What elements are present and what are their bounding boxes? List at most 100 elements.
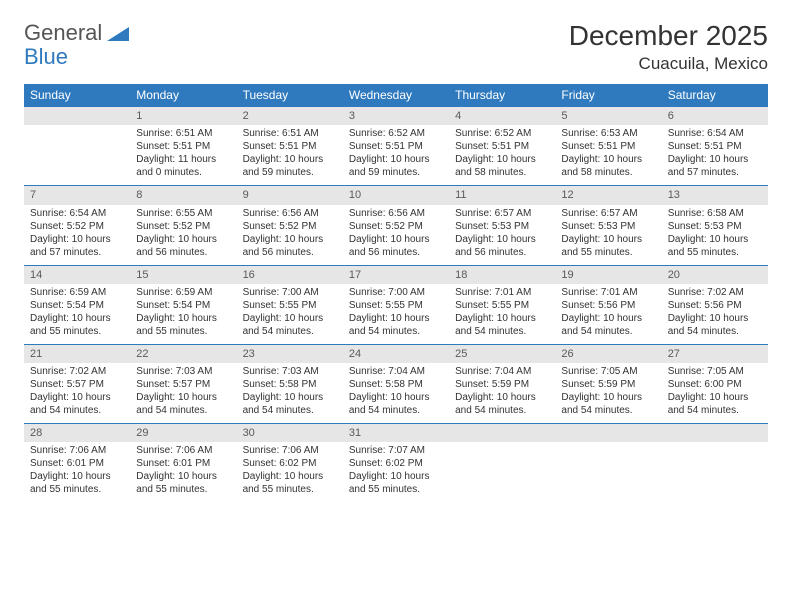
calendar-day-cell: 30Sunrise: 7:06 AMSunset: 6:02 PMDayligh… xyxy=(237,423,343,502)
sunrise-line: Sunrise: 6:57 AM xyxy=(561,207,655,220)
calendar-day-cell: 21Sunrise: 7:02 AMSunset: 5:57 PMDayligh… xyxy=(24,344,130,423)
daylight-line: Daylight: 10 hours and 56 minutes. xyxy=(349,233,443,259)
calendar-day-cell: 31Sunrise: 7:07 AMSunset: 6:02 PMDayligh… xyxy=(343,423,449,502)
calendar-day-cell: 23Sunrise: 7:03 AMSunset: 5:58 PMDayligh… xyxy=(237,344,343,423)
calendar-day-cell: 20Sunrise: 7:02 AMSunset: 5:56 PMDayligh… xyxy=(662,265,768,344)
sunrise-line: Sunrise: 6:54 AM xyxy=(30,207,124,220)
sunset-line: Sunset: 5:59 PM xyxy=(561,378,655,391)
day-number: 22 xyxy=(130,344,236,363)
day-number: 15 xyxy=(130,265,236,284)
day-body: Sunrise: 7:04 AMSunset: 5:59 PMDaylight:… xyxy=(449,363,555,423)
daylight-line: Daylight: 10 hours and 54 minutes. xyxy=(561,391,655,417)
day-number: 23 xyxy=(237,344,343,363)
dow-cell: Tuesday xyxy=(237,84,343,106)
calendar-day-cell: 19Sunrise: 7:01 AMSunset: 5:56 PMDayligh… xyxy=(555,265,661,344)
day-body: Sunrise: 7:01 AMSunset: 5:55 PMDaylight:… xyxy=(449,284,555,344)
daylight-line: Daylight: 10 hours and 59 minutes. xyxy=(349,153,443,179)
calendar-day-cell: 26Sunrise: 7:05 AMSunset: 5:59 PMDayligh… xyxy=(555,344,661,423)
day-body-empty xyxy=(24,125,130,183)
day-number: 2 xyxy=(237,106,343,125)
calendar-day-cell xyxy=(24,106,130,185)
day-body: Sunrise: 6:57 AMSunset: 5:53 PMDaylight:… xyxy=(449,205,555,265)
day-body: Sunrise: 7:06 AMSunset: 6:02 PMDaylight:… xyxy=(237,442,343,502)
sunrise-line: Sunrise: 6:57 AM xyxy=(455,207,549,220)
brand-part1: General xyxy=(24,20,102,46)
logo-triangle-icon xyxy=(107,25,129,41)
daylight-line: Daylight: 10 hours and 55 minutes. xyxy=(30,312,124,338)
sunset-line: Sunset: 6:02 PM xyxy=(349,457,443,470)
day-body: Sunrise: 7:07 AMSunset: 6:02 PMDaylight:… xyxy=(343,442,449,502)
header: General December 2025 Cuacuila, Mexico xyxy=(24,20,768,74)
day-body: Sunrise: 6:57 AMSunset: 5:53 PMDaylight:… xyxy=(555,205,661,265)
day-body: Sunrise: 7:03 AMSunset: 5:57 PMDaylight:… xyxy=(130,363,236,423)
calendar-day-cell: 29Sunrise: 7:06 AMSunset: 6:01 PMDayligh… xyxy=(130,423,236,502)
day-number: 25 xyxy=(449,344,555,363)
day-number-empty xyxy=(24,106,130,125)
daylight-line: Daylight: 10 hours and 54 minutes. xyxy=(243,391,337,417)
calendar-day-cell: 14Sunrise: 6:59 AMSunset: 5:54 PMDayligh… xyxy=(24,265,130,344)
calendar-day-cell: 5Sunrise: 6:53 AMSunset: 5:51 PMDaylight… xyxy=(555,106,661,185)
day-body: Sunrise: 6:53 AMSunset: 5:51 PMDaylight:… xyxy=(555,125,661,185)
calendar-day-cell: 22Sunrise: 7:03 AMSunset: 5:57 PMDayligh… xyxy=(130,344,236,423)
sunset-line: Sunset: 5:52 PM xyxy=(136,220,230,233)
sunrise-line: Sunrise: 6:59 AM xyxy=(136,286,230,299)
day-number-empty xyxy=(662,423,768,442)
dow-cell: Thursday xyxy=(449,84,555,106)
sunset-line: Sunset: 5:54 PM xyxy=(136,299,230,312)
day-number-empty xyxy=(449,423,555,442)
sunrise-line: Sunrise: 6:55 AM xyxy=(136,207,230,220)
calendar-week-row: 1Sunrise: 6:51 AMSunset: 5:51 PMDaylight… xyxy=(24,106,768,185)
calendar-day-cell: 8Sunrise: 6:55 AMSunset: 5:52 PMDaylight… xyxy=(130,185,236,264)
day-number: 30 xyxy=(237,423,343,442)
location-label: Cuacuila, Mexico xyxy=(569,54,768,74)
day-body: Sunrise: 6:56 AMSunset: 5:52 PMDaylight:… xyxy=(237,205,343,265)
day-body: Sunrise: 6:52 AMSunset: 5:51 PMDaylight:… xyxy=(449,125,555,185)
sunrise-line: Sunrise: 7:03 AM xyxy=(136,365,230,378)
day-body: Sunrise: 6:59 AMSunset: 5:54 PMDaylight:… xyxy=(130,284,236,344)
calendar-day-cell: 11Sunrise: 6:57 AMSunset: 5:53 PMDayligh… xyxy=(449,185,555,264)
day-number: 16 xyxy=(237,265,343,284)
sunrise-line: Sunrise: 7:06 AM xyxy=(30,444,124,457)
calendar-day-cell: 16Sunrise: 7:00 AMSunset: 5:55 PMDayligh… xyxy=(237,265,343,344)
sunrise-line: Sunrise: 6:52 AM xyxy=(455,127,549,140)
sunset-line: Sunset: 5:56 PM xyxy=(668,299,762,312)
daylight-line: Daylight: 10 hours and 55 minutes. xyxy=(243,470,337,496)
day-body: Sunrise: 6:54 AMSunset: 5:51 PMDaylight:… xyxy=(662,125,768,185)
calendar-day-cell: 3Sunrise: 6:52 AMSunset: 5:51 PMDaylight… xyxy=(343,106,449,185)
calendar-day-cell: 15Sunrise: 6:59 AMSunset: 5:54 PMDayligh… xyxy=(130,265,236,344)
daylight-line: Daylight: 10 hours and 55 minutes. xyxy=(136,470,230,496)
day-number: 13 xyxy=(662,185,768,204)
daylight-line: Daylight: 10 hours and 58 minutes. xyxy=(561,153,655,179)
sunset-line: Sunset: 5:55 PM xyxy=(349,299,443,312)
day-body: Sunrise: 7:03 AMSunset: 5:58 PMDaylight:… xyxy=(237,363,343,423)
calendar-day-cell: 12Sunrise: 6:57 AMSunset: 5:53 PMDayligh… xyxy=(555,185,661,264)
daylight-line: Daylight: 10 hours and 55 minutes. xyxy=(349,470,443,496)
day-body-empty xyxy=(555,442,661,500)
day-number: 18 xyxy=(449,265,555,284)
day-number: 4 xyxy=(449,106,555,125)
day-body-empty xyxy=(662,442,768,500)
day-number-empty xyxy=(555,423,661,442)
sunrise-line: Sunrise: 7:00 AM xyxy=(243,286,337,299)
daylight-line: Daylight: 10 hours and 55 minutes. xyxy=(30,470,124,496)
day-body: Sunrise: 6:56 AMSunset: 5:52 PMDaylight:… xyxy=(343,205,449,265)
day-body: Sunrise: 6:55 AMSunset: 5:52 PMDaylight:… xyxy=(130,205,236,265)
sunset-line: Sunset: 6:01 PM xyxy=(136,457,230,470)
day-number: 27 xyxy=(662,344,768,363)
day-number: 19 xyxy=(555,265,661,284)
sunset-line: Sunset: 5:55 PM xyxy=(455,299,549,312)
day-body: Sunrise: 7:02 AMSunset: 5:56 PMDaylight:… xyxy=(662,284,768,344)
sunset-line: Sunset: 5:52 PM xyxy=(30,220,124,233)
sunset-line: Sunset: 5:58 PM xyxy=(243,378,337,391)
calendar-day-cell xyxy=(662,423,768,502)
sunset-line: Sunset: 5:53 PM xyxy=(561,220,655,233)
dow-cell: Saturday xyxy=(662,84,768,106)
day-body: Sunrise: 7:01 AMSunset: 5:56 PMDaylight:… xyxy=(555,284,661,344)
day-number: 14 xyxy=(24,265,130,284)
daylight-line: Daylight: 10 hours and 56 minutes. xyxy=(136,233,230,259)
sunrise-line: Sunrise: 7:00 AM xyxy=(349,286,443,299)
sunset-line: Sunset: 5:55 PM xyxy=(243,299,337,312)
page-title: December 2025 xyxy=(569,20,768,52)
sunset-line: Sunset: 5:59 PM xyxy=(455,378,549,391)
calendar-day-cell: 9Sunrise: 6:56 AMSunset: 5:52 PMDaylight… xyxy=(237,185,343,264)
